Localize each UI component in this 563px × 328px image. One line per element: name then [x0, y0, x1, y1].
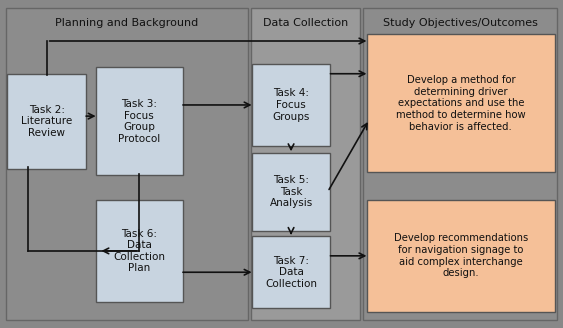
- FancyBboxPatch shape: [251, 8, 360, 320]
- Text: Planning and Background: Planning and Background: [55, 18, 198, 28]
- FancyBboxPatch shape: [363, 8, 557, 320]
- Text: Study Objectives/Outcomes: Study Objectives/Outcomes: [383, 18, 538, 28]
- Text: Develop a method for
determining driver
expectations and use the
method to deter: Develop a method for determining driver …: [396, 75, 526, 132]
- Text: Task 3:
Focus
Group
Protocol: Task 3: Focus Group Protocol: [118, 99, 160, 144]
- Text: Data Collection: Data Collection: [263, 18, 348, 28]
- FancyBboxPatch shape: [252, 236, 330, 308]
- Text: Task 5:
Task
Analysis: Task 5: Task Analysis: [270, 175, 312, 209]
- Text: Task 6:
Data
Collection
Plan: Task 6: Data Collection Plan: [113, 229, 166, 273]
- FancyBboxPatch shape: [7, 74, 86, 169]
- FancyBboxPatch shape: [96, 200, 183, 302]
- Text: Task 2:
Literature
Review: Task 2: Literature Review: [21, 105, 73, 138]
- FancyBboxPatch shape: [252, 64, 330, 146]
- FancyBboxPatch shape: [252, 153, 330, 231]
- FancyBboxPatch shape: [6, 8, 248, 320]
- Text: Develop recommendations
for navigation signage to
aid complex interchange
design: Develop recommendations for navigation s…: [394, 234, 528, 278]
- FancyBboxPatch shape: [367, 34, 555, 172]
- Text: Task 7:
Data
Collection: Task 7: Data Collection: [265, 256, 317, 289]
- Text: Task 4:
Focus
Groups: Task 4: Focus Groups: [272, 88, 310, 122]
- FancyBboxPatch shape: [96, 67, 183, 175]
- FancyBboxPatch shape: [367, 200, 555, 312]
